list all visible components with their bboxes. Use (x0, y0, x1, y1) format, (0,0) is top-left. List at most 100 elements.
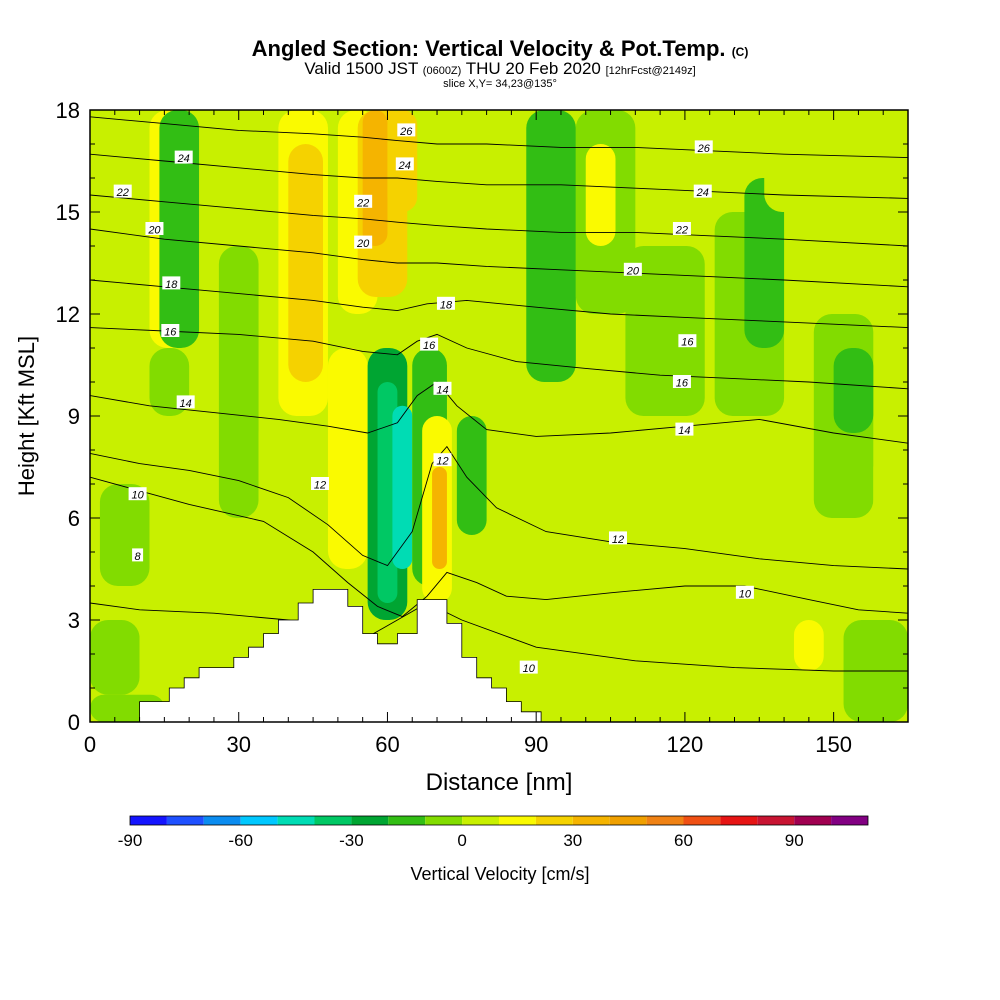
isentrope-label: 12 (436, 456, 448, 468)
x-axis-tick-label: 90 (524, 732, 548, 757)
isentrope-label: 24 (177, 153, 190, 165)
isentrope-label: 10 (131, 490, 144, 502)
isentrope-label-bg (354, 194, 373, 208)
isentrope-label-bg (162, 276, 181, 290)
plot-area: 8 10 10 10 12 12 12 14 14 14 16 16 16 16 18 18 20 20 20 22 2… (90, 110, 908, 722)
isentrope-label: 16 (681, 337, 694, 349)
velocity-cell (159, 110, 200, 348)
isentrope-label: 22 (116, 187, 129, 199)
isentrope-label: 20 (147, 225, 161, 237)
isentrope-label: 12 (612, 534, 624, 546)
isentrope-label: 12 (314, 480, 326, 492)
isentrope-label-bg (145, 222, 164, 235)
velocity-cell (833, 348, 874, 433)
isentrope-label: 14 (180, 398, 192, 410)
isentrope-label-bg (519, 660, 538, 674)
colorbar-swatch (757, 816, 795, 825)
y-axis-tick-label: 3 (68, 608, 80, 633)
isentrope-line (90, 445, 908, 570)
isentrope-labels: 8 10 10 10 12 12 12 14 14 14 16 16 16 16 18 18 20 20 20 22 2… (113, 123, 754, 675)
isentrope-label: 26 (399, 126, 413, 138)
velocity-cell (585, 144, 616, 246)
colorbar-tick-label: -30 (339, 831, 364, 850)
isentrope-label-bg (161, 324, 180, 337)
isentrope-label-bg (436, 296, 455, 310)
isentrope-line (90, 194, 908, 247)
colorbar-frame (129, 815, 869, 826)
colorbar-swatch (683, 816, 721, 825)
colorbar-swatch (277, 816, 315, 825)
colorbar-title: Vertical Velocity [cm/s] (410, 864, 589, 884)
x-axis-tick-label: 60 (375, 732, 399, 757)
velocity-cell (432, 467, 447, 569)
forecast-info: [12hrFcst@2149z] (605, 65, 696, 77)
isentrope-label-bg (397, 123, 416, 137)
x-axis-tick-label: 120 (667, 732, 704, 757)
colorbar-swatch (572, 816, 610, 825)
velocity-cell (684, 416, 765, 586)
isentrope-label-bg (433, 453, 452, 467)
isentrope-label: 20 (626, 265, 640, 277)
velocity-cell (288, 144, 324, 382)
chart-title: Angled Section: Vertical Velocity & Pot.… (0, 36, 1000, 62)
isentrope-label-bg (433, 381, 452, 395)
colorbar-swatch (462, 816, 499, 825)
isentrope-label-bg (420, 337, 439, 351)
chart-title-tag: (C) (731, 45, 749, 59)
colorbar-swatch (535, 816, 573, 825)
colorbar-tick-label: -60 (228, 831, 253, 850)
isentrope-label-bg (176, 395, 195, 409)
velocity-cell (863, 110, 908, 314)
isentrope-label: 18 (165, 279, 178, 291)
colorbar-swatch (794, 816, 832, 825)
velocity-field (90, 110, 908, 722)
colorbar: -90 -60 -30 0 30 60 90 (118, 815, 869, 850)
velocity-cell (466, 314, 517, 416)
isentrope-label: 8 (135, 551, 142, 563)
velocity-cell (456, 416, 487, 535)
x-axis-tick-label: 0 (84, 732, 96, 757)
colorbar-swatch (609, 816, 647, 825)
isentrope-label-bg (132, 548, 144, 562)
colorbar-tick-label: -90 (118, 831, 143, 850)
valid-date: THU 20 Feb 2020 (465, 59, 601, 78)
isentrope-label-bg (675, 422, 694, 436)
x-axis-tick-label: 30 (226, 732, 250, 757)
isentrope-label-bg (113, 184, 132, 198)
colorbar-swatch (314, 816, 352, 825)
chart-subtitle: Valid 1500 JST (0600Z) THU 20 Feb 2020 [… (0, 60, 1000, 80)
velocity-cell (793, 620, 824, 671)
x-axis-tick-label: 150 (815, 732, 852, 757)
isentrope-label: 24 (398, 160, 411, 172)
isentrope-label-bg (672, 375, 691, 388)
isentrope-label: 18 (440, 299, 453, 311)
y-axis-tick-label: 6 (68, 506, 80, 531)
isentrope-label: 22 (675, 225, 688, 237)
colorbar-swatch (831, 816, 868, 825)
colorbar-swatch (646, 816, 684, 825)
y-axis-tick-label: 15 (56, 200, 80, 225)
x-axis: 0 30 60 90 120 150 (84, 110, 909, 757)
colorbar-tick-label: 30 (563, 831, 582, 850)
velocity-cell (615, 416, 685, 712)
y-axis: 0 3 6 9 12 15 18 (56, 98, 908, 735)
isentrope-label-bg (395, 157, 414, 171)
isentrope-line (90, 228, 908, 288)
velocity-cell (516, 382, 586, 569)
velocity-cell (392, 405, 413, 569)
isentrope-line (90, 327, 908, 390)
colorbar-swatch (130, 816, 167, 825)
colorbar-swatch (388, 816, 426, 825)
colorbar-swatch (351, 816, 389, 825)
velocity-cell (327, 348, 368, 569)
isentrope-line (90, 602, 908, 672)
velocity-cell (258, 416, 319, 552)
isentrope-label-bg (354, 235, 373, 249)
isentrope-label-bg (608, 531, 627, 545)
colorbar-swatch (166, 816, 204, 825)
colorbar-tick-label: 0 (457, 831, 466, 850)
isentrope-label-bg (735, 585, 754, 599)
colorbar-tick-label: 90 (785, 831, 804, 850)
y-axis-tick-label: 12 (56, 302, 80, 327)
